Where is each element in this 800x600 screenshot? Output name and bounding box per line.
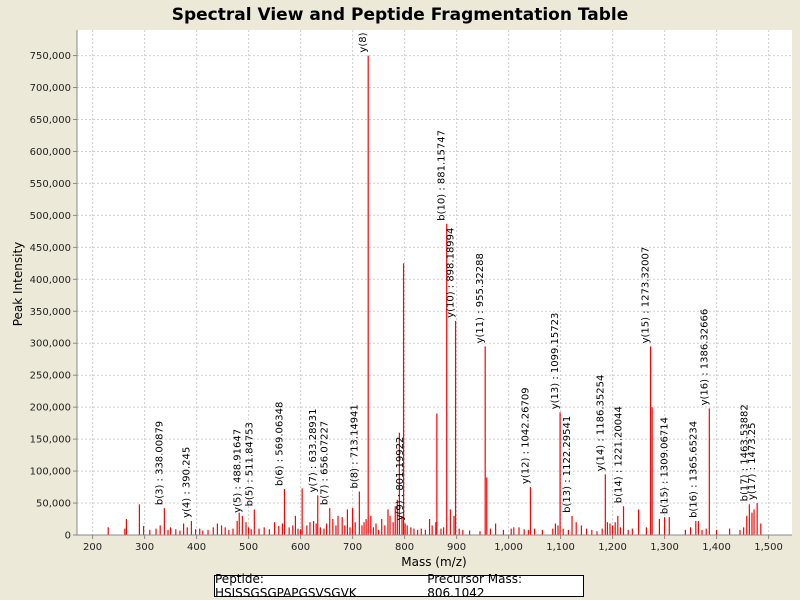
chart-title: Spectral View and Peptide Fragmentation … [172, 5, 629, 25]
peak-annotation-label: y(16) : 1386.32666 [699, 309, 710, 406]
peak-annotation-label: y(14) : 1186.35254 [595, 375, 606, 472]
y-tick-label: 500,000 [30, 211, 71, 222]
y-tick-label: 100,000 [30, 467, 71, 478]
x-tick-label: 1,300 [650, 542, 679, 553]
y-tick-label: 400,000 [30, 275, 71, 286]
peak-annotation-label: y(5) : 488.91647 [232, 429, 243, 513]
peak-bars [107, 55, 762, 535]
peak-annotation-label: b(7) : 656.07227 [320, 421, 331, 505]
grid [77, 30, 792, 536]
peptide-info-box: Peptide: HSISSGSGPAPGSVSGVK Precursor Ma… [214, 572, 584, 600]
y-tick-label: 300,000 [30, 339, 71, 350]
y-tick-labels: 0 50,000 100,000 150,000 200,000 250,000 300,0… [30, 51, 77, 542]
x-tick-label: 900 [447, 542, 466, 553]
y-tick-label: 600,000 [30, 147, 71, 158]
peptide-label: Peptide: HSISSGSGPAPGSVSGVK [215, 572, 357, 600]
x-tick-label: 1,400 [702, 542, 731, 553]
peak-annotation-label: y(10) : 898.18994 [446, 228, 457, 318]
x-tick-labels: 200 300 400 500 600 700 800 900 1,000 1,100 1,200 1… [83, 535, 783, 553]
x-tick-label: 500 [239, 542, 258, 553]
peak-annotation-label: b(6) : 569.06348 [274, 402, 285, 486]
peak-annotation-label: y(8) [358, 32, 369, 52]
x-tick-label: 700 [343, 542, 362, 553]
y-tick-label: 50,000 [36, 499, 71, 510]
x-tick-label: 1,500 [754, 542, 783, 553]
peak-annotation-label: y(15) : 1273.32007 [641, 247, 652, 344]
x-tick-label: 1,100 [546, 542, 575, 553]
peak-annotation-label: b(5) : 511.84753 [244, 422, 255, 506]
peak-annotation-label: y(11) : 955.32288 [475, 253, 486, 343]
x-tick-label: 800 [395, 542, 414, 553]
y-tick-label: 450,000 [30, 243, 71, 254]
fragment-annotations: b(3) : 338.00879 y(4) : 390.245 y(5) : 488… [154, 32, 758, 520]
x-tick-label: 1,000 [494, 542, 523, 553]
peak-annotation-label: b(13) : 1122.29541 [562, 416, 573, 513]
x-axis-label: Mass (m/z) [401, 555, 466, 569]
y-tick-label: 550,000 [30, 179, 71, 190]
y-tick-label: 750,000 [30, 51, 71, 62]
x-tick-label: 300 [135, 542, 154, 553]
x-tick-label: 600 [291, 542, 310, 553]
y-tick-label: 150,000 [30, 435, 71, 446]
peak-annotation-label: b(8) : 713.14941 [349, 404, 360, 488]
peak-annotation-label: b(3) : 338.00879 [154, 421, 165, 505]
y-tick-label: 0 [65, 531, 71, 542]
peak-annotation-label: b(16) : 1365.65234 [688, 421, 699, 518]
peak-annotation-label: y(17) : 1473.25 [747, 423, 758, 501]
y-tick-label: 250,000 [30, 371, 71, 382]
y-tick-label: 200,000 [30, 403, 71, 414]
y-tick-label: 650,000 [30, 115, 71, 126]
y-tick-label: 350,000 [30, 307, 71, 318]
peak-annotation-label: b(17) : 1463.53882 [739, 404, 750, 501]
peak-annotation-label: y(4) : 390.245 [181, 447, 192, 518]
peak-annotation-label: y(13) : 1099.15723 [550, 313, 561, 410]
y-tick-label: 700,000 [30, 83, 71, 94]
x-tick-label: 400 [187, 542, 206, 553]
peak-annotation-label: b(10) : 881.15747 [437, 130, 448, 221]
peak-annotation-label: b(14) : 1221.20044 [614, 406, 625, 503]
peak-annotation-label: y(7) : 633.28931 [308, 408, 319, 492]
precursor-mass-label: Precursor Mass: 806.1042 [427, 572, 523, 600]
x-tick-label: 1,200 [598, 542, 627, 553]
peak-annotation-label: y(12) : 1042.26709 [520, 387, 531, 484]
x-tick-label: 200 [83, 542, 102, 553]
y-axis-label: Peak Intensity [11, 242, 25, 327]
peak-annotation-label: b(15) : 1309.06714 [659, 417, 670, 514]
peak-annotation-label: y(9) : 801.19922 [395, 437, 406, 521]
